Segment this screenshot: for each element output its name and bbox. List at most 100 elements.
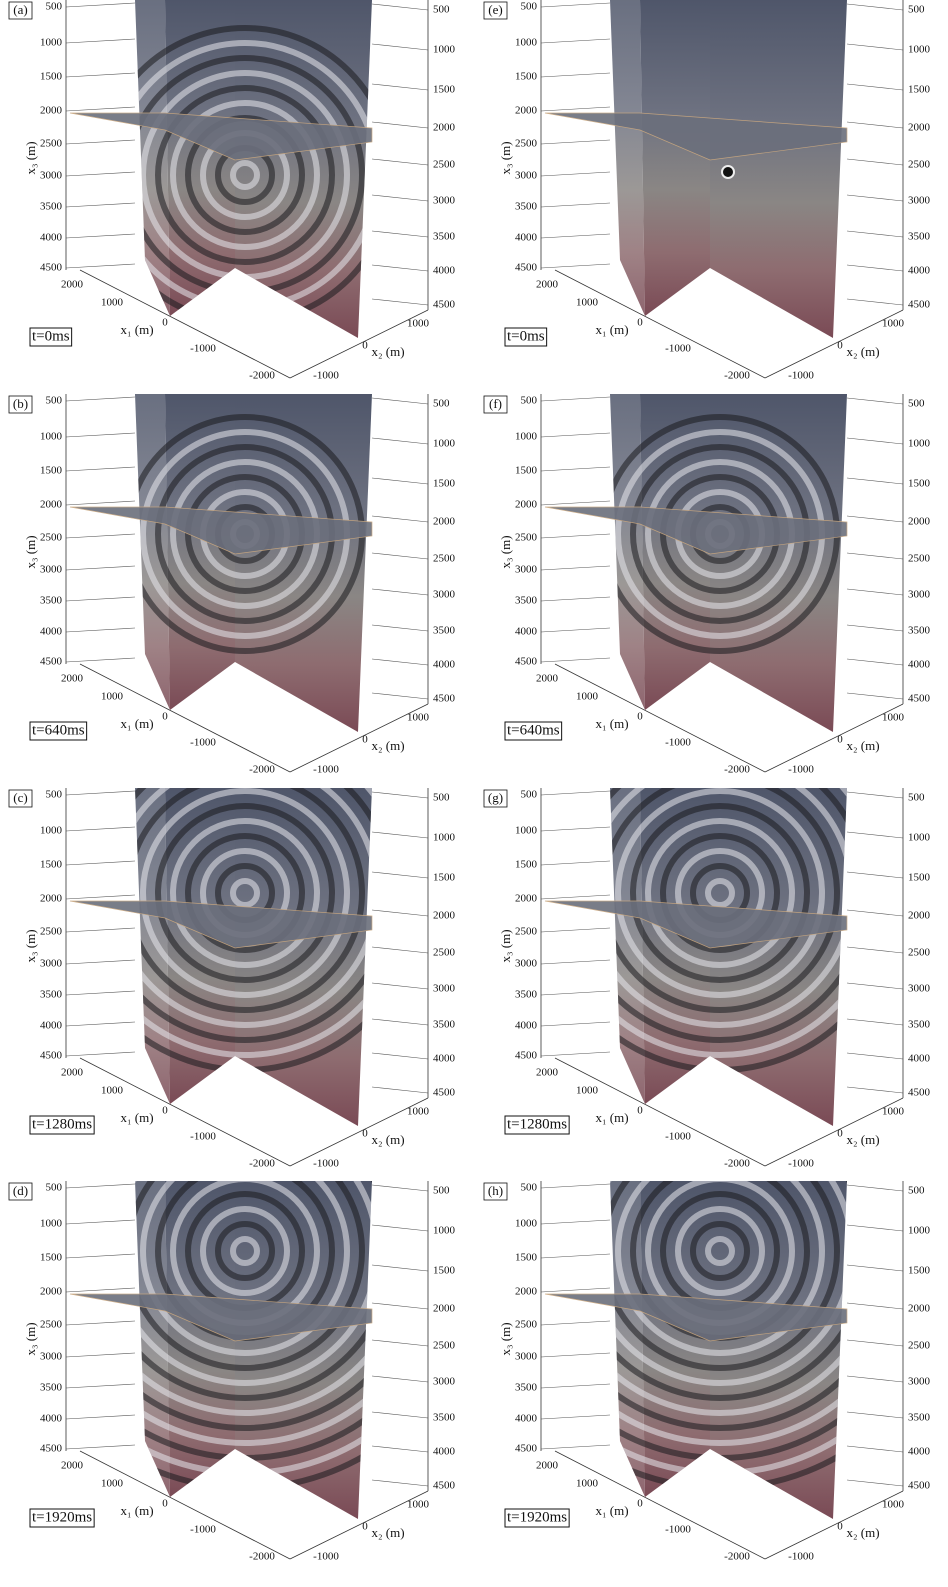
x2-tick-label: 0: [362, 734, 368, 746]
x2-slice: [710, 0, 847, 338]
x1-axis-label: x₁ (m): [595, 716, 628, 731]
wavefront: [170, 100, 320, 250]
grid-line: [65, 1051, 136, 1057]
x3-tick-label: 1000: [515, 431, 538, 443]
wavefront: [200, 1206, 290, 1296]
grid-line: [846, 1184, 904, 1192]
x1-tick-label: 2000: [536, 1067, 559, 1079]
x2-tick-label: -1000: [313, 764, 339, 776]
panel-label-box: [8, 1, 33, 20]
grid-line: [540, 202, 611, 208]
x3-tick-label: 4000: [908, 1053, 931, 1065]
grid-line: [65, 1183, 136, 1189]
x3-tick-label: 500: [521, 789, 538, 801]
grid-line: [846, 909, 904, 917]
x2-axis-label: x₂ (m): [371, 1132, 404, 1147]
grid-line: [371, 515, 429, 523]
wavefront: [610, 788, 847, 1028]
grid-line: [371, 3, 429, 11]
x1-tick-label: 0: [637, 317, 643, 329]
panel-label-box: [483, 789, 508, 808]
wavefront: [230, 1236, 260, 1266]
grid-line: [540, 1183, 611, 1189]
x3-tick-label: 3000: [908, 983, 931, 995]
x3-tick-label: 500: [521, 1, 538, 13]
grid-line: [65, 1444, 136, 1450]
x2-tick-label: 1000: [407, 1499, 430, 1511]
x1-tick-label: 1000: [576, 1478, 599, 1490]
grid-line: [371, 1052, 429, 1060]
x2-tick-label: 0: [837, 1128, 843, 1140]
x3-tick-label: 4000: [40, 1413, 63, 1425]
x3-tick-label: 4000: [908, 265, 931, 277]
x1-axis-label: x₁ (m): [595, 322, 628, 337]
x3-tick-label: 1500: [40, 1252, 63, 1264]
grid-line: [846, 791, 904, 799]
grid-line: [371, 909, 429, 917]
x3-tick-label: 3500: [433, 625, 456, 637]
x3-tick-label: 4500: [908, 1480, 931, 1492]
x3-tick-label: 1000: [908, 1225, 931, 1237]
wavefront: [610, 1181, 847, 1431]
wavefront: [610, 788, 847, 1043]
wavefront: [135, 788, 372, 1058]
axis-line: [764, 1490, 904, 1560]
x3-tick-label: 1500: [515, 71, 538, 83]
grid-line: [540, 233, 611, 239]
grid-line: [371, 982, 429, 990]
grid-line: [540, 2, 611, 8]
grid-line: [65, 790, 136, 796]
grid-line: [846, 1479, 904, 1487]
grid-line: [846, 477, 904, 485]
x1-tick-label: 1000: [101, 297, 124, 309]
x3-tick-label: 4000: [908, 659, 931, 671]
grid-line: [65, 466, 136, 472]
x1-tick-label: 0: [637, 1105, 643, 1117]
axis-line: [764, 309, 904, 379]
axis-line: [764, 1097, 904, 1167]
x1-axis-label: x₁ (m): [120, 322, 153, 337]
grid-line: [371, 43, 429, 51]
grid-line: [371, 791, 429, 799]
grid-line: [371, 194, 429, 202]
x3-tick-label: 4000: [433, 1446, 456, 1458]
x3-tick-label: 3000: [515, 1351, 538, 1363]
grid-line: [371, 121, 429, 129]
grid-line: [371, 946, 429, 954]
grid-line: [540, 790, 611, 796]
grid-line: [846, 264, 904, 272]
x3-tick-label: 2500: [40, 1319, 63, 1331]
time-label-box: [29, 1508, 95, 1528]
axis-line: [554, 663, 766, 773]
x3-tick-label: 1000: [40, 825, 63, 837]
grid-line: [65, 500, 136, 506]
grid-line: [540, 860, 611, 866]
grid-line: [540, 927, 611, 933]
x3-tick-label: 3500: [515, 989, 538, 1001]
x3-tick-label: 4500: [433, 693, 456, 705]
panel: 500 1000 1500 2000 2500 3000 3500 4000 4500 500 10…: [483, 1181, 931, 1563]
x3-tick-label: 1500: [40, 859, 63, 871]
x3-tick-label: 3000: [908, 195, 931, 207]
x3-tick-label: 1000: [40, 37, 63, 49]
grid-line: [371, 831, 429, 839]
x3-tick-label: 2500: [433, 947, 456, 959]
x3-tick-label: 1500: [40, 71, 63, 83]
wavefront: [135, 788, 365, 1013]
time-label: t=640ms: [507, 722, 560, 738]
x3-tick-label: 4500: [433, 1087, 456, 1099]
grid-line: [371, 1018, 429, 1026]
x3-axis-label: x₃ (m): [498, 141, 513, 174]
x3-tick-label: 4500: [40, 1443, 63, 1455]
grid-line: [65, 38, 136, 44]
panel-label: (c): [13, 790, 27, 805]
x3-tick-label: 1000: [908, 44, 931, 56]
panel-label: (h): [488, 1183, 503, 1198]
x3-tick-label: 3000: [40, 564, 63, 576]
x2-tick-label: 1000: [882, 712, 905, 724]
x3-tick-label: 4500: [40, 656, 63, 668]
x3-tick-label: 2000: [515, 499, 538, 511]
x3-axis-label: x₃ (m): [23, 929, 38, 962]
x2-tick-label: -1000: [788, 1158, 814, 1170]
